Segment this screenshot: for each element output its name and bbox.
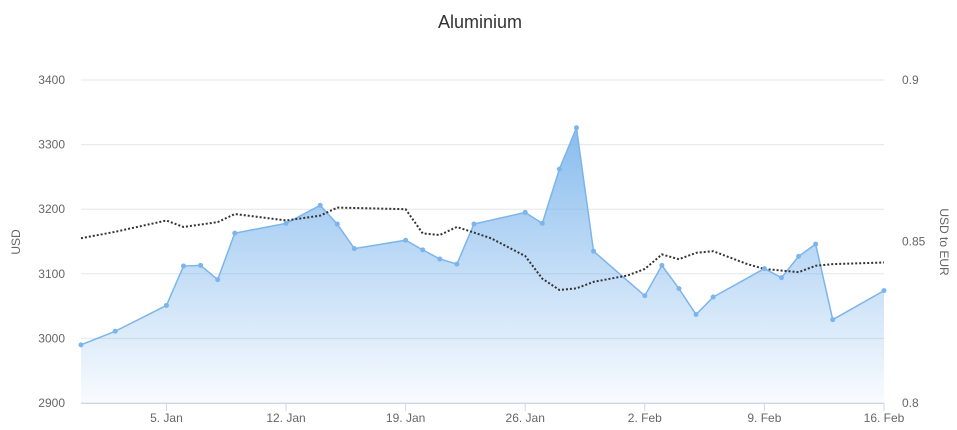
price-point[interactable] — [556, 166, 562, 172]
price-point[interactable] — [437, 256, 443, 262]
y-right-axis-title: USD to EUR — [937, 208, 951, 276]
x-tick-label: 16. Feb — [864, 411, 905, 425]
price-point[interactable] — [163, 302, 169, 308]
y-left-tick-label: 3200 — [38, 202, 65, 216]
price-point[interactable] — [215, 277, 221, 283]
price-markers[interactable] — [78, 125, 887, 348]
price-point[interactable] — [778, 275, 784, 281]
price-point[interactable] — [334, 221, 340, 227]
price-area-line[interactable] — [80, 124, 885, 346]
price-point[interactable] — [181, 263, 187, 269]
price-point[interactable] — [522, 209, 528, 215]
price-point[interactable] — [232, 230, 238, 236]
price-point[interactable] — [283, 220, 289, 226]
axes: 2900 3000 3100 3200 3300 3400 0.8 0.85 0.9 5. Jan… — [38, 73, 925, 425]
y-left-tick-label: 3400 — [38, 73, 65, 87]
price-point[interactable] — [659, 262, 665, 268]
price-point[interactable] — [78, 342, 84, 348]
price-point[interactable] — [881, 288, 887, 294]
y-left-tick-label: 3300 — [38, 138, 65, 152]
y-left-tick-label: 3000 — [38, 331, 65, 345]
y-left-tick-label: 2900 — [38, 396, 65, 410]
fx-line-series[interactable] — [80, 206, 885, 291]
price-area-series[interactable] — [80, 124, 885, 404]
price-point[interactable] — [642, 293, 648, 299]
price-point[interactable] — [693, 312, 699, 317]
y-right-tick-label: 0.8 — [902, 396, 919, 410]
price-point[interactable] — [317, 202, 323, 208]
price-point[interactable] — [403, 237, 409, 243]
x-tick-label: 19. Jan — [386, 411, 425, 425]
y-right-tick-label: 0.85 — [902, 235, 926, 249]
price-point[interactable] — [761, 266, 767, 272]
x-tick-label: 12. Jan — [266, 411, 305, 425]
price-point[interactable] — [454, 261, 460, 267]
price-point[interactable] — [573, 125, 579, 131]
price-point[interactable] — [676, 286, 682, 292]
x-tick-label: 26. Jan — [506, 411, 545, 425]
price-point[interactable] — [710, 294, 716, 300]
price-point[interactable] — [112, 328, 118, 334]
price-point[interactable] — [796, 253, 802, 259]
x-tick-label: 9. Feb — [747, 411, 781, 425]
price-area-fill — [81, 127, 884, 404]
price-point[interactable] — [471, 221, 477, 227]
chart-title: Aluminium — [438, 12, 522, 32]
y-right-tick-label: 0.9 — [902, 73, 919, 87]
price-point[interactable] — [813, 241, 819, 247]
price-point[interactable] — [351, 246, 357, 252]
x-tick-label: 2. Feb — [628, 411, 662, 425]
y-left-tick-label: 3100 — [38, 267, 65, 281]
x-tick-label: 5. Jan — [150, 411, 183, 425]
price-point[interactable] — [830, 317, 836, 323]
price-point[interactable] — [198, 262, 204, 268]
price-point[interactable] — [539, 220, 545, 226]
price-point[interactable] — [591, 248, 597, 254]
fx-rate-line[interactable] — [80, 206, 885, 291]
price-point[interactable] — [420, 247, 426, 253]
y-left-axis-title: USD — [9, 229, 23, 255]
